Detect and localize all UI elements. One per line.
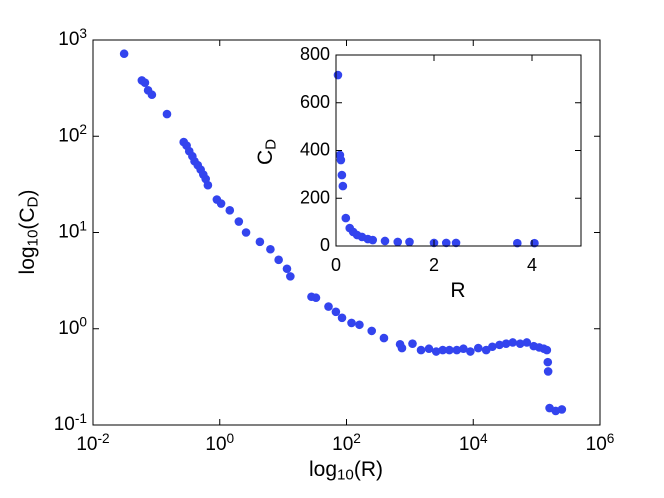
point	[147, 90, 157, 100]
x-axis-label: R	[450, 279, 465, 302]
x-tick-label: 10-2​	[76, 430, 109, 455]
point	[438, 345, 448, 355]
point	[543, 357, 553, 367]
point	[431, 347, 441, 356]
point	[255, 237, 265, 247]
point	[466, 347, 475, 356]
point	[451, 238, 461, 248]
point	[331, 307, 341, 317]
point	[367, 326, 377, 336]
x-tick-label: 104​	[459, 430, 488, 455]
x-tick-label: 4	[527, 255, 537, 275]
x-tick-label: 100​	[205, 430, 234, 455]
y-tick-label: 100​	[58, 314, 87, 339]
x-tick-label: 2	[429, 255, 439, 275]
point	[445, 345, 454, 355]
point	[337, 313, 347, 323]
point	[473, 343, 483, 353]
y-tick-label: 102​	[58, 122, 87, 147]
point	[416, 345, 426, 355]
point	[397, 343, 407, 353]
point	[241, 228, 251, 237]
point	[216, 199, 226, 208]
point	[557, 405, 567, 414]
point	[501, 339, 511, 348]
y-tick-label: 10-1​	[54, 410, 87, 435]
plot: 0 2 4 0 200 400 600 800 R CD​	[254, 44, 582, 302]
point	[341, 213, 351, 223]
point	[333, 70, 343, 80]
point	[543, 367, 553, 376]
point	[515, 339, 525, 348]
point	[542, 345, 552, 355]
point	[380, 236, 390, 246]
point	[379, 333, 389, 343]
point	[452, 345, 462, 355]
point	[508, 338, 518, 347]
y-tick-label: 800	[300, 44, 330, 64]
point	[324, 302, 333, 311]
point	[408, 339, 417, 348]
point	[459, 344, 468, 354]
y-tick-label: 400	[300, 139, 330, 159]
x-tick-label: 0	[331, 255, 341, 275]
point	[441, 238, 451, 248]
point	[495, 340, 504, 350]
point	[286, 272, 295, 281]
point	[522, 338, 532, 347]
point	[234, 217, 244, 226]
point	[355, 320, 364, 330]
y-axis-label: log10​(CD​)	[16, 190, 42, 275]
point	[336, 155, 346, 165]
point	[405, 237, 414, 247]
point	[162, 109, 172, 119]
y-tick-label: 600	[300, 92, 330, 112]
point	[424, 344, 434, 354]
x-tick-label: 106​	[586, 430, 615, 455]
y-tick-label: 103​	[58, 25, 87, 50]
point	[513, 238, 522, 248]
point	[119, 49, 129, 59]
point	[338, 181, 348, 191]
point	[337, 170, 347, 180]
point	[393, 237, 403, 247]
y-axis-label: CD​	[254, 139, 280, 165]
y-tick-label: 0	[320, 235, 330, 255]
point	[347, 318, 356, 328]
x-axis-label: log10​(R)	[309, 458, 383, 484]
point	[203, 180, 213, 190]
point	[266, 244, 275, 254]
plot-background	[336, 55, 581, 246]
point	[225, 206, 235, 215]
y-tick-label: 101​	[58, 218, 87, 243]
point	[488, 342, 497, 352]
point	[368, 235, 378, 245]
y-tick-label: 200	[300, 187, 330, 207]
point	[282, 264, 292, 274]
point	[140, 78, 150, 88]
point	[274, 255, 283, 265]
point	[311, 293, 321, 303]
x-tick-label: 102​	[332, 430, 361, 455]
